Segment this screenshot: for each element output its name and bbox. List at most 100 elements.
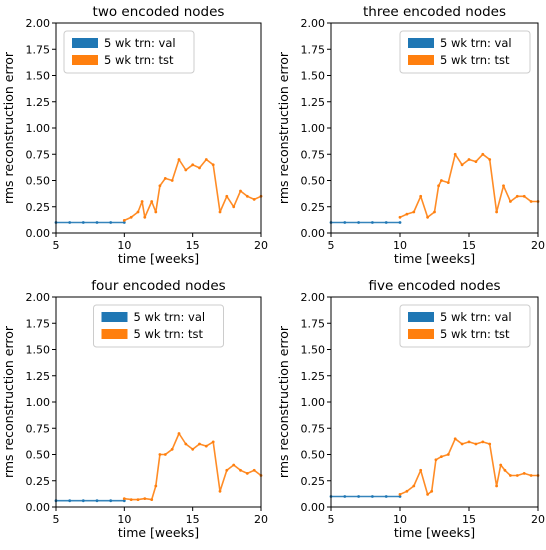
data-point: [509, 474, 512, 477]
data-point: [522, 194, 526, 198]
chart-panel-3: 5 10 15 20 0.00 0.25 0.50 0.75 1.00 1.25 1.50 1.75 2…: [1, 278, 268, 540]
y-tick-label: 0.75: [26, 148, 51, 161]
y-tick-label: 1.00: [26, 122, 51, 135]
legend-label-val: 5 wk trn: val: [104, 36, 176, 50]
x-tick-label: 5: [328, 239, 335, 252]
series-tst: [122, 432, 263, 501]
y-tick-label: 0.00: [26, 227, 51, 240]
data-point: [252, 198, 256, 201]
data-point: [460, 442, 464, 446]
data-point: [198, 166, 201, 170]
data-point: [433, 210, 436, 214]
chart-title: five encoded nodes: [368, 278, 500, 294]
chart-title: two encoded nodes: [93, 4, 225, 20]
x-tick-label: 15: [462, 513, 476, 526]
chart-panel-2: 5 10 15 20 0.00 0.25 0.50 0.75 1.00 1.25 1.50 1.75 2…: [276, 4, 545, 266]
legend-label-val: 5 wk trn: val: [134, 310, 206, 324]
legend-label-val: 5 wk trn: val: [440, 310, 512, 324]
legend: 5 wk trn: val 5 wk trn: tst: [399, 30, 531, 74]
y-tick-label: 1.75: [26, 317, 51, 330]
data-point: [129, 498, 133, 501]
data-point: [371, 495, 374, 498]
x-tick-label: 20: [531, 513, 545, 526]
y-tick-label: 0.25: [301, 201, 326, 214]
y-tick-label: 2.00: [301, 291, 326, 304]
legend: 5 wk trn: val 5 wk trn: tst: [63, 30, 195, 74]
x-axis-label: time [weeks]: [394, 525, 475, 540]
data-point: [430, 489, 434, 493]
y-tick-label: 1.75: [301, 317, 326, 330]
x-tick-label: 5: [328, 513, 335, 526]
data-point: [357, 221, 360, 224]
data-point: [499, 463, 503, 467]
data-point: [405, 212, 409, 216]
legend-swatch-val: [408, 312, 434, 322]
y-tick-label: 1.25: [26, 96, 51, 109]
y-tick-label: 1.50: [26, 70, 51, 83]
data-point: [384, 221, 388, 224]
data-point: [245, 194, 249, 198]
data-point: [446, 181, 450, 185]
data-point: [495, 484, 498, 488]
data-point: [129, 215, 133, 219]
data-point: [529, 200, 533, 203]
legend-label-tst: 5 wk trn: tst: [134, 327, 204, 341]
chart-title: three encoded nodes: [363, 4, 506, 20]
y-tick-label: 1.00: [301, 396, 326, 409]
data-point: [204, 444, 208, 448]
legend-swatch-tst: [101, 329, 128, 339]
y-tick-label: 1.00: [301, 122, 326, 135]
data-point: [515, 194, 519, 198]
y-axis-label: rms reconstruction error: [276, 325, 291, 478]
data-point: [398, 221, 402, 224]
data-point: [495, 210, 498, 214]
data-point: [343, 221, 347, 224]
data-point: [529, 474, 533, 477]
y-tick-label: 2.00: [26, 291, 51, 304]
data-point: [412, 210, 416, 214]
data-point: [191, 447, 195, 451]
y-tick-label: 2.00: [26, 17, 51, 30]
data-point: [211, 163, 215, 167]
x-axis-label: time [weeks]: [394, 251, 475, 266]
y-tick-label: 0.50: [301, 175, 326, 188]
data-point: [467, 440, 471, 444]
data-point: [419, 468, 423, 472]
legend-swatch-val: [72, 38, 98, 48]
y-tick-label: 0.50: [301, 449, 326, 462]
data-point: [150, 498, 154, 501]
data-point: [163, 453, 167, 456]
data-point: [232, 205, 236, 209]
data-point: [467, 158, 471, 161]
data-point: [426, 215, 429, 219]
data-point: [232, 463, 236, 467]
y-tick-label: 0.50: [26, 449, 51, 462]
legend-label-tst: 5 wk trn: tst: [440, 53, 510, 67]
y-tick-label: 0.75: [301, 148, 326, 161]
legend-label-tst: 5 wk trn: tst: [440, 327, 510, 341]
data-point: [225, 468, 229, 472]
x-tick-label: 10: [393, 239, 407, 252]
y-tick-label: 1.50: [301, 70, 326, 83]
x-tick-label: 5: [53, 239, 60, 252]
chart-panel-4: 5 10 15 20 0.00 0.25 0.50 0.75 1.00 1.25 1.50 1.75 2…: [276, 278, 545, 540]
data-point: [218, 489, 222, 493]
x-tick-label: 10: [117, 513, 131, 526]
y-tick-label: 1.50: [26, 344, 51, 357]
data-point: [218, 210, 222, 214]
data-point: [434, 458, 438, 462]
data-point: [163, 177, 167, 180]
series-val: [54, 499, 126, 503]
data-point: [502, 184, 505, 188]
y-axis-label: rms reconstruction error: [1, 325, 16, 478]
data-point: [460, 163, 464, 167]
legend-swatch-val: [408, 38, 434, 48]
data-point: [191, 163, 195, 167]
y-tick-label: 0.00: [301, 501, 326, 514]
series-val: [329, 221, 402, 224]
data-point: [509, 200, 512, 203]
data-point: [170, 179, 174, 182]
data-point: [398, 493, 402, 496]
x-tick-label: 20: [254, 239, 268, 252]
